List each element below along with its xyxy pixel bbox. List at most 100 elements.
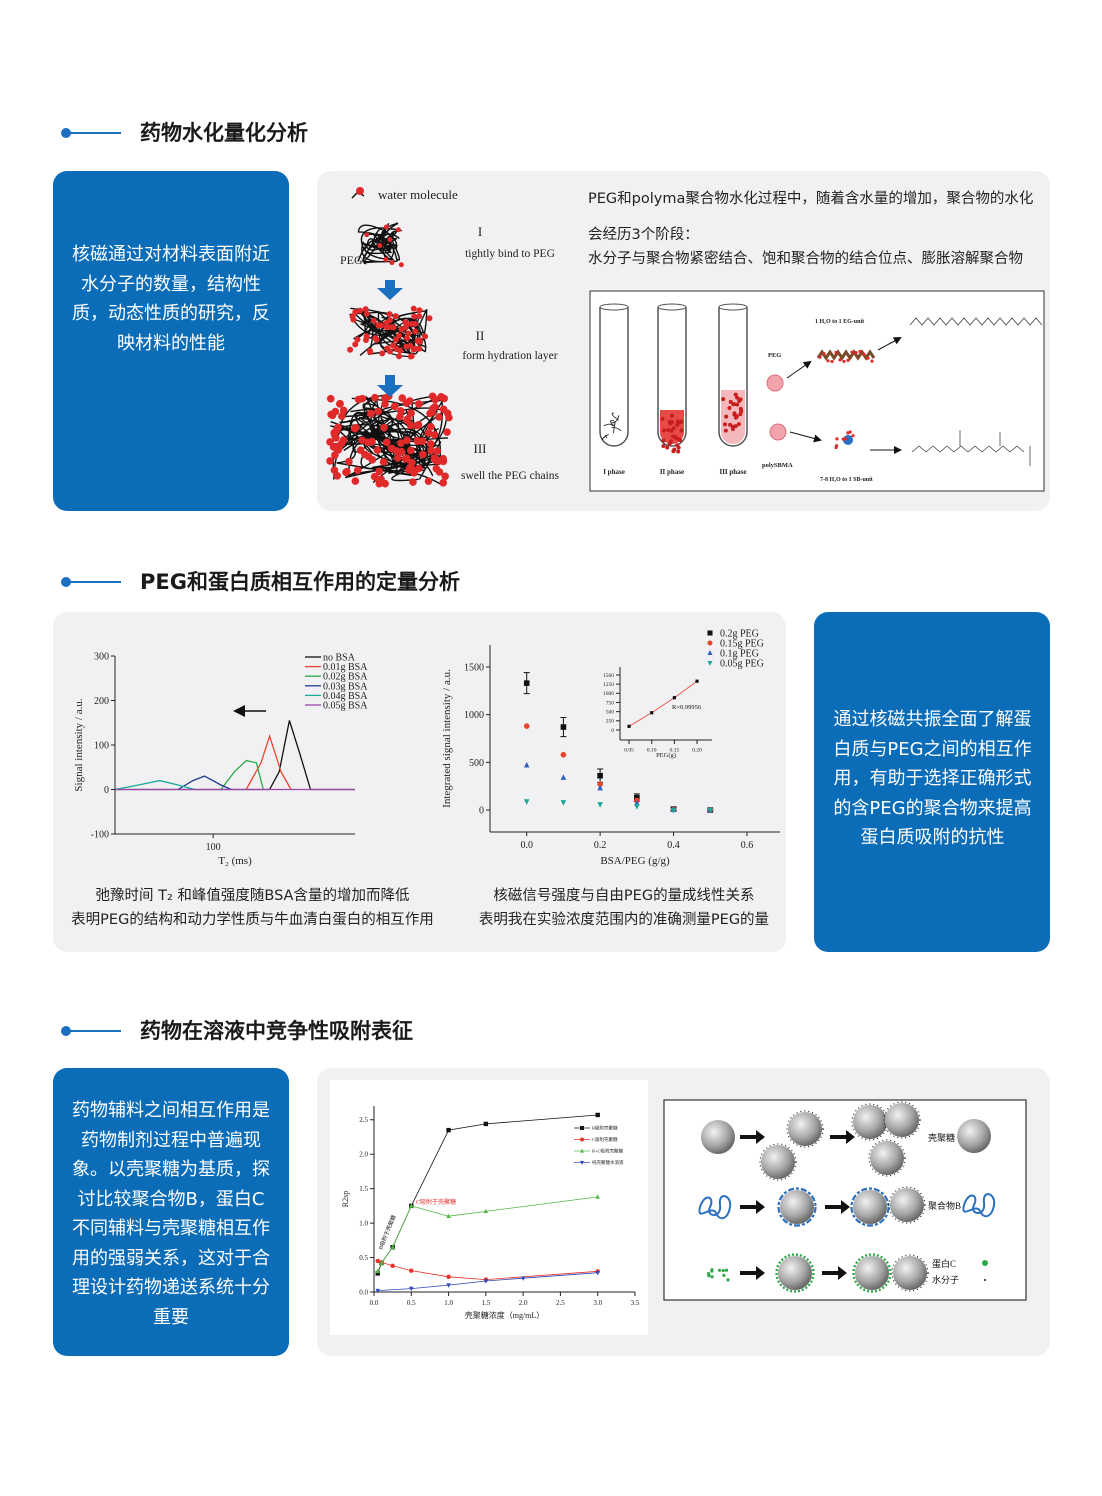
marker [597,781,603,788]
tube-label: I phase [603,468,625,476]
water-molecule [858,349,862,354]
polymer-chain [360,227,402,261]
arrow [822,1266,847,1280]
water-molecule [326,438,334,446]
tube-dot [661,443,666,448]
water-molecule [866,356,870,360]
water-molecule [822,351,826,356]
water-molecule [416,307,423,314]
water-molecule [405,330,412,337]
x-tick-label: 0.4 [667,840,680,851]
tube-rim [657,303,687,311]
protein-c [710,1275,714,1279]
water-molecule [396,353,403,360]
polymer-label: PEG [340,253,363,267]
water-molecule [379,458,388,466]
water-molecule [354,336,361,343]
marker [523,799,530,805]
y-tick-label: 0 [611,728,614,734]
marker [375,1288,380,1294]
legend-label: 0.01g BSA [323,662,368,673]
water-molecule [432,456,441,465]
marker [446,1283,451,1288]
water-molecule [403,335,410,342]
marker [483,1121,489,1127]
marker [409,1286,414,1292]
tube-dot [735,395,740,400]
water-molecule [416,337,423,344]
tube-chain [611,415,620,424]
y-tick-label: 1000 [464,710,484,721]
water-molecule [352,308,359,315]
water-molecule [388,324,395,331]
water-molecule [386,311,393,318]
marker [560,724,567,730]
tube-dot [675,422,680,427]
diagram-label: 聚合物B [928,1200,961,1211]
summary: 通过核磁共振全面了解蛋白质与PEG之间的相互作用，有助于选择正确形式的含PEG的… [833,709,1032,848]
x-tick-label: 2.0 [519,1299,528,1307]
water-molecule [401,455,410,463]
water-molecule [350,316,357,323]
water-molecule [414,420,423,429]
y-tick-label: 500 [606,710,615,716]
marker [379,1260,384,1265]
water-molecule [373,446,382,454]
series-line [114,779,196,791]
tube-dot [660,416,665,421]
structure [909,317,1043,326]
tube-dot [669,420,674,425]
water-molecule [381,394,389,402]
water-molecule [343,467,351,476]
y-tick-label: 0.5 [359,1254,368,1262]
arrow [740,1266,765,1280]
marker [390,1263,395,1269]
summary: 药物辅料之间相互作用是药物制剂过程中普遍现象。以壳聚糖为基质，探讨比较聚合物B，… [72,1100,270,1328]
legend-swatch [707,660,713,667]
particle [778,1256,812,1290]
annotation: C吸附于壳聚糖 [416,1198,456,1206]
legend-label: B+C吸附壳聚糖 [592,1148,624,1155]
marker [627,724,631,728]
marker [375,1271,380,1276]
y-tick-label: 2.0 [359,1151,368,1159]
water-molecule [326,394,335,403]
y-axis-label: Integrated signal intensity / a.u. [441,669,453,808]
water-molecule [353,466,362,475]
water-molecule [390,402,399,411]
arrow [825,1200,850,1214]
water-molecule [435,468,444,476]
water-molecule [398,262,404,268]
particle [780,1190,814,1224]
water-molecule [326,457,334,465]
water-molecule [403,321,410,328]
polymer-chain [380,235,401,261]
legend-swatch [580,1126,584,1130]
legend-label: 0.1g PEG [720,649,759,660]
water-molecule [397,347,404,354]
polymer-b [962,1193,996,1218]
water-molecule [367,349,374,356]
water-molecule [412,328,419,335]
particle [853,1190,887,1224]
tube-label: II phase [660,468,684,476]
description: PEG和polyma聚合物水化过程中，随着含水量的增加，聚合物的水化会经历3个阶… [588,191,1034,243]
tube-rim [599,303,629,311]
series-line [220,759,264,790]
tube-dot [677,420,682,425]
water-molecule [428,404,437,413]
water-molecule [356,446,365,455]
water-molecule [380,423,388,432]
water-molecule [424,429,433,437]
water-molecule [383,256,389,262]
water-molecule [332,434,340,442]
legend-label: 0.2g PEG [720,629,759,640]
water-molecule [358,394,367,403]
legend-swatch [707,640,713,646]
x-tick-label: 0.2 [594,840,607,851]
arrow [830,1130,855,1144]
water-molecule [351,477,360,485]
protein-coat [852,1253,892,1293]
tube-chain [603,423,614,427]
